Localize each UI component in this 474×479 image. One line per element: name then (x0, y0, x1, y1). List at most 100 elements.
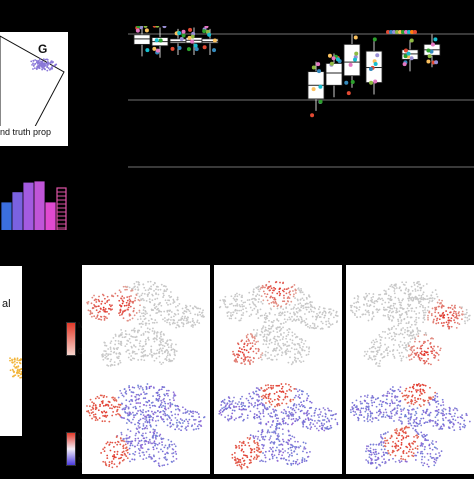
bottom-left-panel: al (0, 266, 22, 436)
cell-dot (415, 298, 417, 300)
cell-dot (275, 350, 277, 352)
cell-dot (278, 291, 280, 293)
cell-dot (324, 409, 326, 411)
cell-dot (408, 335, 410, 337)
cell-dot (416, 327, 418, 329)
cell-dot (409, 405, 411, 407)
cell-dot (235, 447, 237, 449)
cell-dot (366, 402, 368, 404)
cell-dot (133, 414, 135, 416)
cell-dot (160, 404, 162, 406)
cell-dot (95, 301, 97, 303)
cell-dot (162, 419, 164, 421)
cell-dot (310, 422, 312, 424)
cell-dot (400, 290, 402, 292)
cell-dot (147, 289, 149, 291)
cell-dot (328, 419, 330, 421)
cell-dot (451, 421, 453, 423)
cell-dot (377, 346, 379, 348)
cell-dot (432, 396, 434, 398)
cell-dot (220, 404, 222, 406)
cell-dot (150, 416, 152, 418)
cell-dot (438, 299, 440, 301)
umap-panel-3 (346, 265, 474, 474)
cell-dot (165, 290, 167, 292)
cell-dot (372, 340, 374, 342)
cell-dot (319, 425, 321, 427)
cell-dot (167, 339, 169, 341)
cell-dot (400, 341, 402, 343)
cell-dot (88, 309, 90, 311)
cell-dot (174, 428, 176, 430)
cell-dot (173, 460, 175, 462)
cell-dot (264, 389, 266, 391)
data-point (207, 33, 211, 37)
cell-dot (102, 359, 104, 361)
cell-dot (321, 427, 323, 429)
cell-dot (263, 291, 265, 293)
cell-dot (137, 402, 139, 404)
cell-dot (367, 351, 369, 353)
cell-dot (448, 317, 450, 319)
cell-dot (104, 357, 106, 359)
cell-dot (279, 390, 281, 392)
cell-dot (161, 284, 163, 286)
cell-dot (408, 298, 410, 300)
cell-dot (272, 420, 274, 422)
cell-dot (396, 399, 398, 401)
cell-dot (391, 436, 393, 438)
cell-dot (306, 309, 308, 311)
cell-dot (301, 305, 303, 307)
cell-dot (416, 385, 418, 387)
cell-dot (152, 354, 154, 356)
cell-dot (295, 320, 297, 322)
umap-panel-1 (82, 265, 210, 474)
cell-dot (416, 334, 418, 336)
cell-dot (425, 421, 427, 423)
cell-dot (134, 300, 136, 302)
cell-dot (272, 297, 274, 299)
cell-dot (368, 293, 370, 295)
cell-dot (268, 439, 270, 441)
cell-dot (138, 432, 140, 434)
cell-dot (254, 451, 256, 453)
cell-dot (468, 315, 470, 317)
cell-dot (243, 419, 245, 421)
cell-dot (46, 58, 48, 60)
cell-dot (287, 414, 289, 416)
cell-dot (154, 322, 156, 324)
cell-dot (287, 350, 289, 352)
cell-dot (370, 444, 372, 446)
cell-dot (234, 456, 236, 458)
cell-dot (306, 426, 308, 428)
cell-dot (391, 320, 393, 322)
cell-dot (375, 444, 377, 446)
cell-dot (387, 346, 389, 348)
cell-dot (142, 387, 144, 389)
data-point (312, 66, 316, 70)
cell-dot (89, 412, 91, 414)
cell-dot (142, 323, 144, 325)
cell-dot (405, 388, 407, 390)
cell-dot (411, 399, 413, 401)
cell-dot (396, 450, 398, 452)
cell-dot (120, 341, 122, 343)
cell-dot (399, 346, 401, 348)
cell-dot (262, 354, 264, 356)
cell-dot (242, 312, 244, 314)
cell-dot (376, 308, 378, 310)
cell-dot (243, 460, 245, 462)
cell-dot (97, 312, 99, 314)
cell-dot (175, 344, 177, 346)
cell-dot (249, 356, 251, 358)
cell-dot (429, 387, 431, 389)
cell-dot (376, 301, 378, 303)
cell-dot (286, 345, 288, 347)
cell-dot (270, 426, 272, 428)
cell-dot (387, 306, 389, 308)
cell-dot (145, 322, 147, 324)
cell-dot (118, 357, 120, 359)
cell-dot (291, 452, 293, 454)
cell-dot (100, 307, 102, 309)
cell-dot (156, 298, 158, 300)
